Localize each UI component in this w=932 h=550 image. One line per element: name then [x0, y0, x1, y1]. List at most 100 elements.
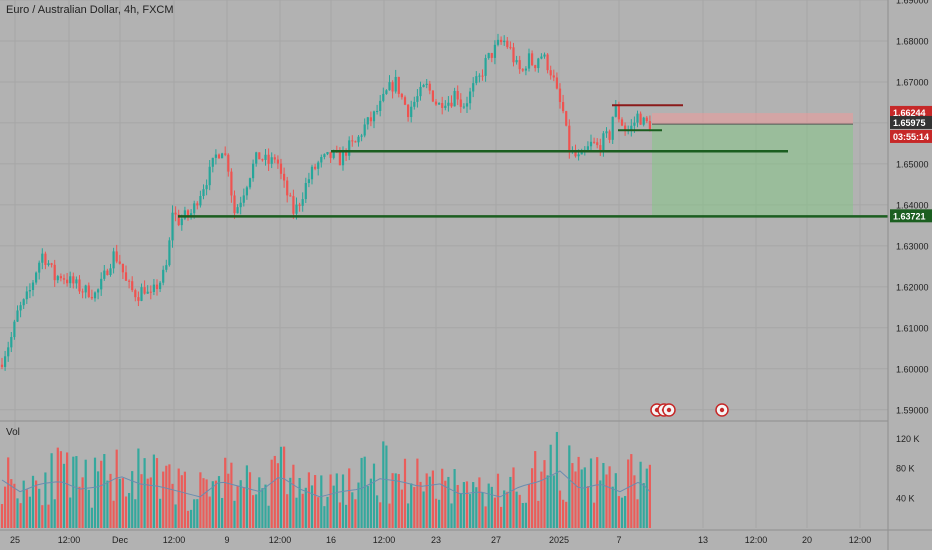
volume-bar: [124, 496, 128, 528]
volume-bar: [298, 478, 301, 528]
volume-bar: [239, 480, 242, 528]
candle: [596, 142, 599, 146]
candle: [338, 151, 341, 166]
price-tick-label: 1.65000: [896, 159, 929, 169]
volume-bar: [59, 451, 62, 528]
volume-bar: [90, 507, 93, 528]
volume-bar: [540, 471, 543, 528]
candle: [543, 54, 546, 57]
volume-bar: [264, 484, 267, 528]
volume-bar: [620, 497, 624, 528]
volume-bar: [496, 473, 500, 528]
candle: [441, 103, 444, 108]
volume-bar: [314, 475, 317, 528]
volume-bar: [261, 488, 264, 528]
candle: [403, 97, 407, 105]
volume-bar: [580, 469, 583, 528]
candle: [444, 105, 447, 108]
candle: [472, 83, 475, 92]
candle: [230, 171, 233, 196]
volume-bar: [174, 504, 177, 528]
candle: [397, 76, 400, 94]
volume-bar: [422, 491, 425, 528]
candle: [611, 116, 614, 140]
volume-bar: [444, 480, 447, 528]
volume-bar: [400, 489, 403, 528]
candle: [605, 131, 608, 134]
volume-bar: [627, 459, 630, 528]
candle: [115, 251, 118, 262]
volume-bar: [53, 499, 56, 528]
volume-bar: [459, 493, 462, 528]
volume-bar: [44, 472, 47, 528]
chart-title: Euro / Australian Dollar, 4h, FXCM: [6, 4, 174, 16]
volume-bar: [648, 464, 651, 528]
candle: [279, 163, 283, 174]
volume-bar: [524, 502, 527, 528]
price-tick-label: 1.61000: [896, 323, 929, 333]
volume-bar: [450, 503, 453, 528]
candle: [639, 113, 642, 125]
volume-bar: [171, 483, 174, 528]
volume-tick-label: 120 K: [896, 434, 920, 444]
candle: [608, 131, 611, 140]
candle: [363, 124, 366, 136]
candle: [186, 210, 190, 216]
candle: [152, 284, 155, 292]
volume-bar: [475, 487, 478, 528]
volume-bar: [552, 475, 555, 528]
volume-bar: [345, 504, 348, 528]
volume-bar: [413, 487, 416, 528]
volume-bar: [509, 476, 512, 528]
candle: [465, 103, 469, 107]
volume-bar: [574, 471, 577, 528]
volume-bar: [385, 445, 388, 528]
volume-ma-line: [1, 470, 651, 498]
candle: [304, 182, 307, 200]
candle: [0, 364, 4, 367]
volume-bar: [515, 491, 518, 528]
price-tick-label: 1.62000: [896, 282, 929, 292]
candle: [267, 154, 270, 164]
candle: [580, 151, 583, 155]
candle: [552, 75, 555, 78]
candle: [146, 291, 149, 294]
candle: [369, 117, 372, 122]
candle: [351, 140, 354, 142]
candle: [264, 154, 267, 160]
candle: [174, 212, 177, 215]
volume-bar: [103, 454, 106, 528]
candle: [248, 178, 252, 188]
volume-bar: [140, 474, 143, 528]
volume-bar: [534, 451, 537, 528]
candle: [527, 53, 531, 69]
volume-bar: [425, 473, 428, 528]
volume-bar: [78, 486, 81, 528]
candle: [112, 251, 115, 269]
candle: [481, 75, 484, 77]
price-badge-level: [890, 105, 932, 119]
candle: [345, 150, 348, 156]
volume-bar: [4, 486, 7, 528]
volume-bar: [602, 462, 605, 528]
volume-bar: [146, 478, 149, 528]
volume-bar: [543, 460, 546, 528]
candle: [360, 135, 363, 137]
candle: [202, 189, 205, 197]
volume-bar: [335, 473, 338, 528]
volume-bar: [431, 470, 434, 528]
candle: [410, 106, 413, 118]
candle: [93, 292, 97, 299]
volume-bar: [69, 497, 72, 528]
candle: [478, 75, 481, 77]
candle: [261, 159, 264, 161]
volume-bar: [348, 468, 351, 528]
event-marker-dot: [719, 407, 725, 413]
candle: [128, 280, 131, 282]
volume-bar: [149, 477, 152, 528]
volume-bar: [589, 458, 593, 528]
volume-bar: [87, 489, 90, 528]
candle: [620, 119, 624, 126]
price-badge-label: 1.63721: [893, 211, 926, 221]
